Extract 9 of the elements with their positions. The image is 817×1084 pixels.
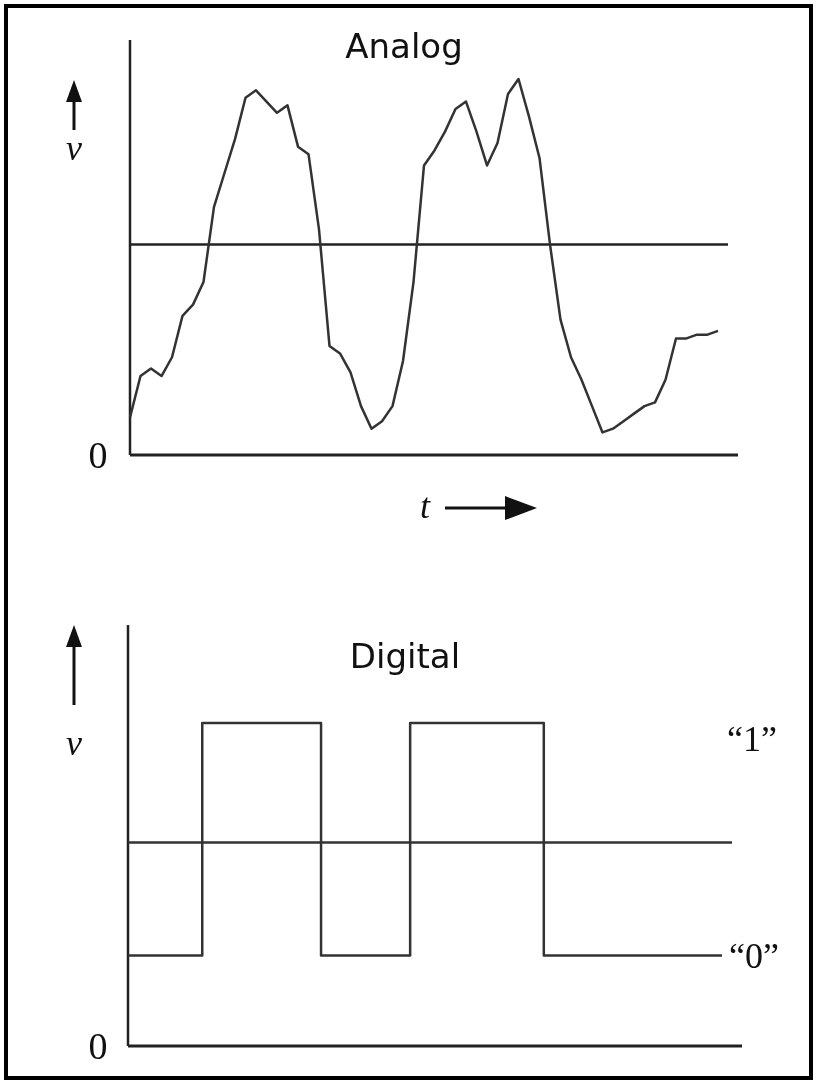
y-axis-title: v [66, 723, 83, 763]
chart-title: Analog [345, 26, 463, 66]
text: 0 [88, 1025, 108, 1068]
text: 0 [88, 434, 108, 477]
chart-title: Digital [349, 636, 461, 676]
y-axis-title: v [66, 128, 83, 168]
annotation: “1” [727, 718, 777, 759]
x-axis-title: t [419, 486, 431, 526]
annotation: “0” [729, 935, 779, 976]
